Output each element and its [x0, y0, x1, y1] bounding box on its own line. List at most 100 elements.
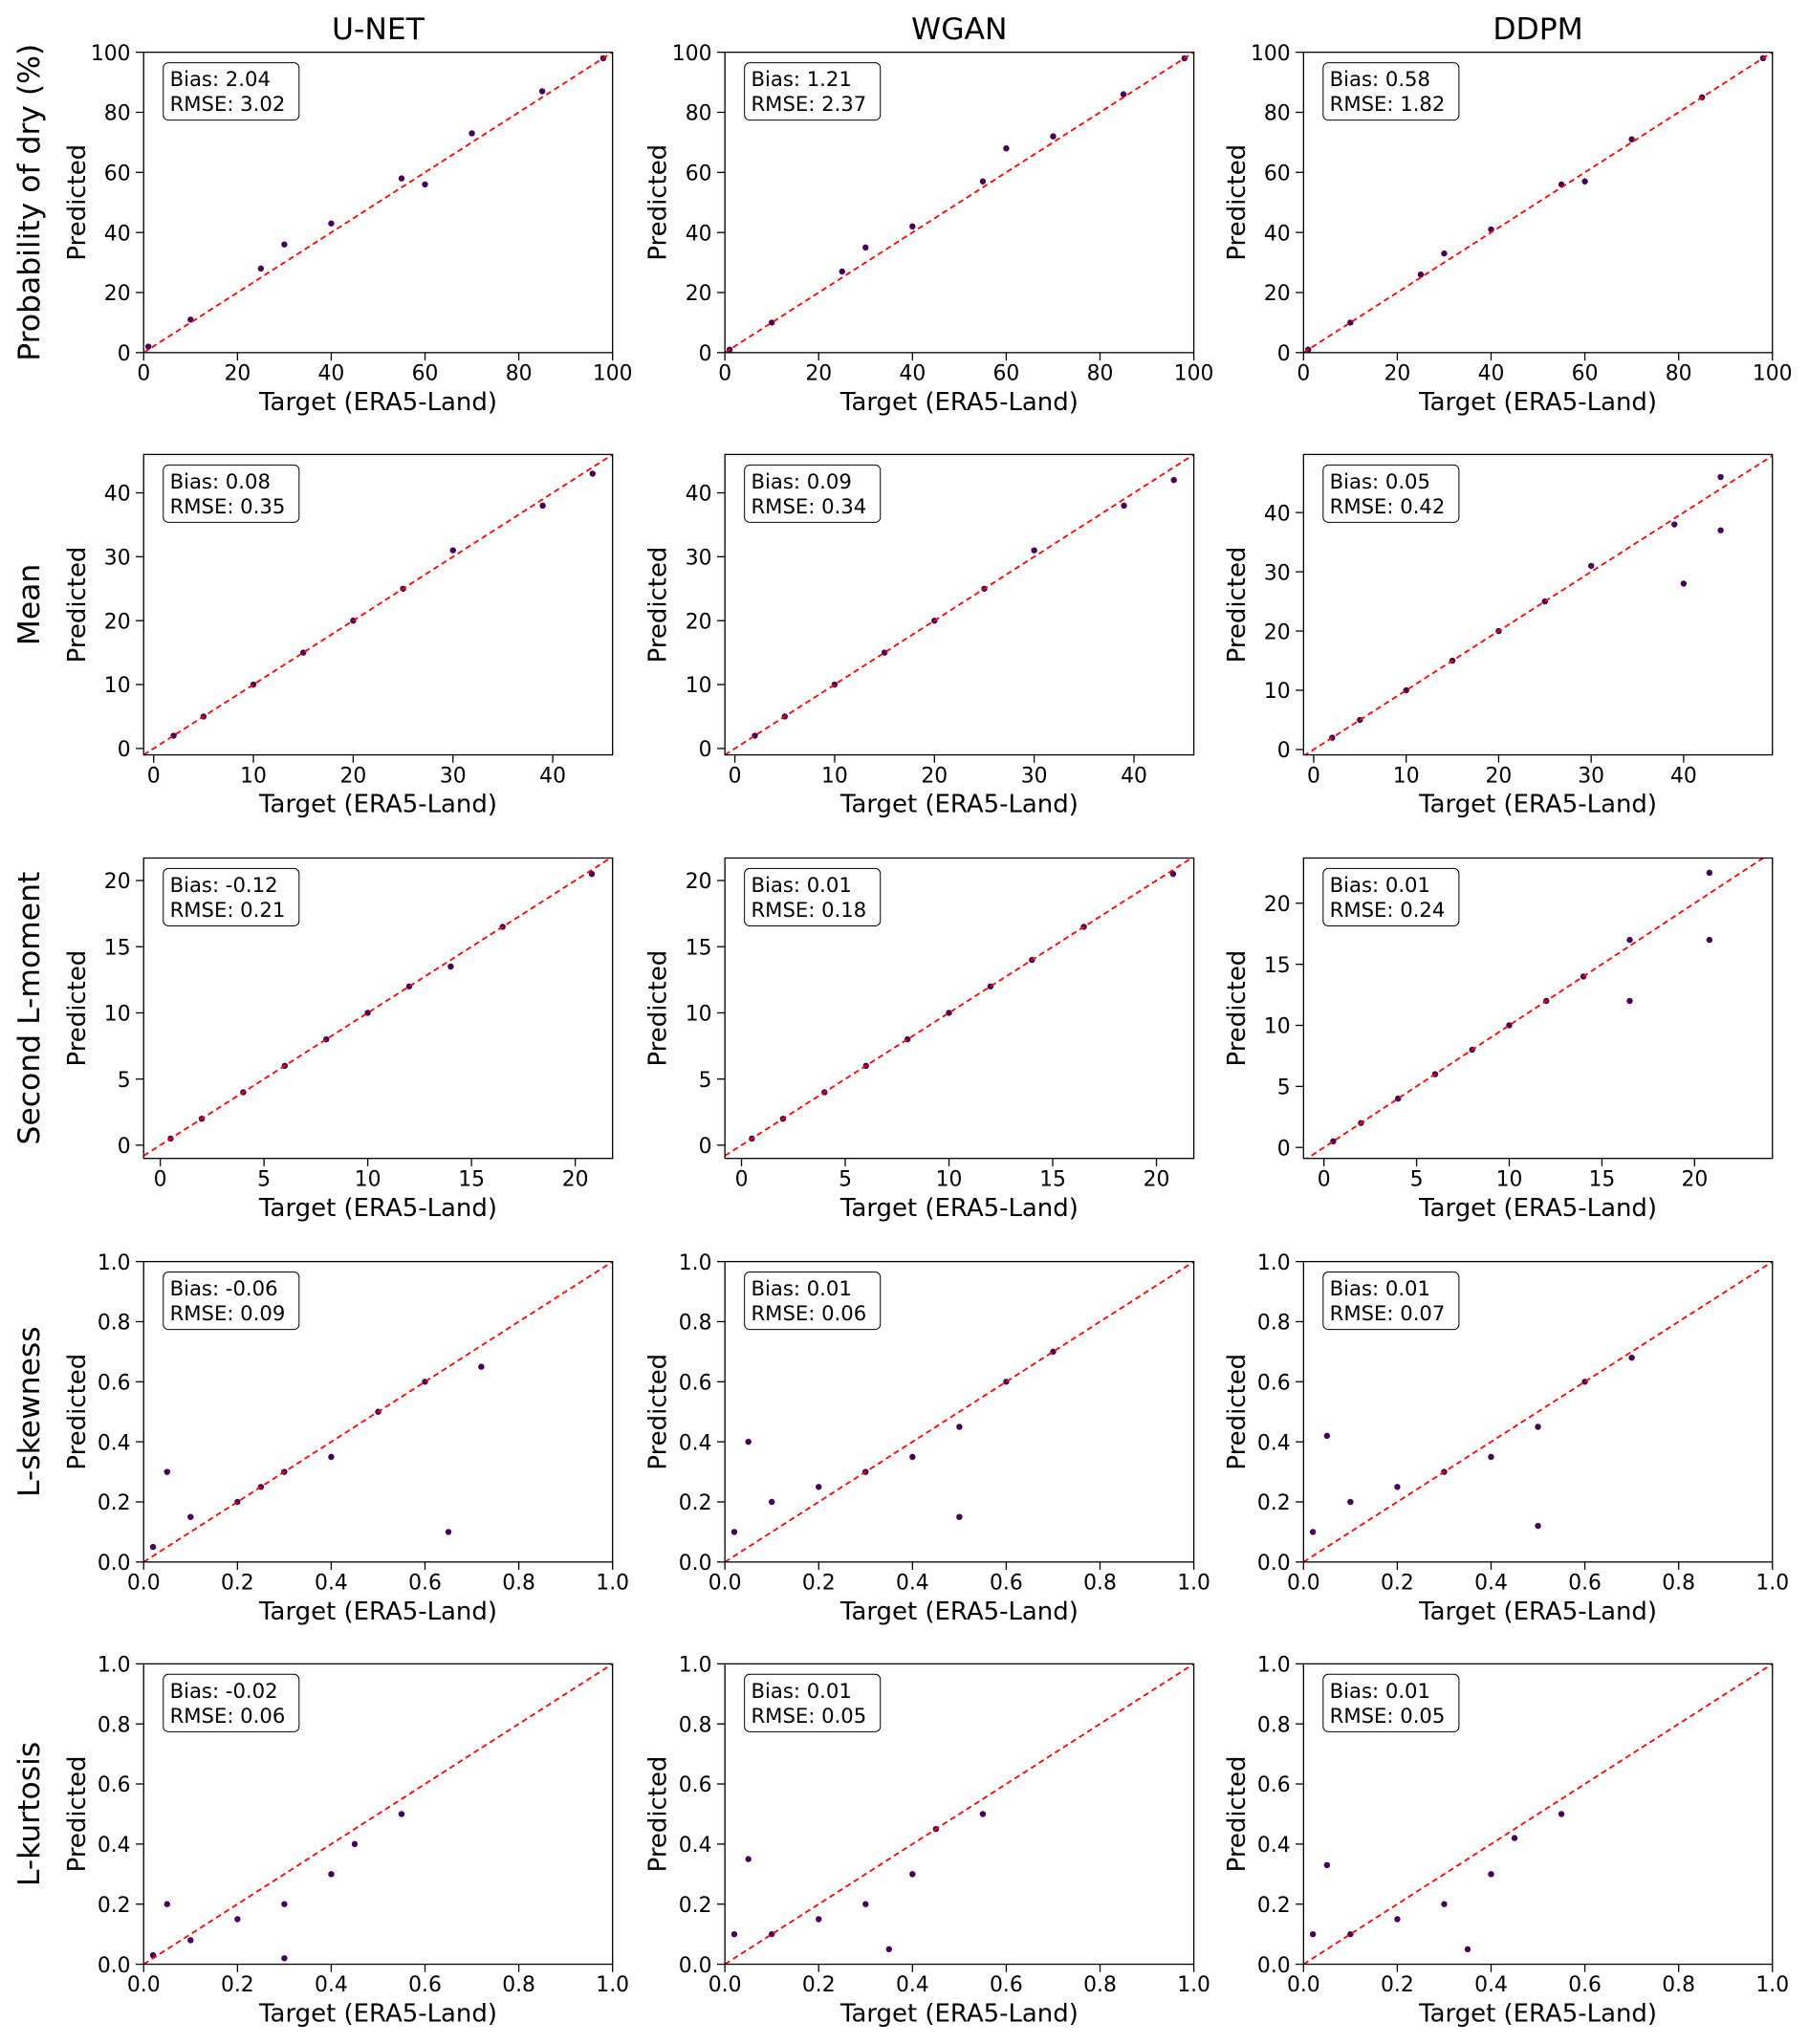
scatter-point: [885, 1946, 893, 1953]
x-tick-label: 20: [1384, 362, 1411, 386]
x-tick-label: 0.6: [408, 1973, 442, 1997]
scatter-point: [1394, 1484, 1401, 1490]
x-tick-label: 0.6: [1568, 1973, 1602, 1997]
x-tick-label: 10: [240, 764, 267, 788]
annotation-text: Bias: 0.05: [1330, 469, 1430, 493]
x-tick-label: 0.2: [221, 1973, 254, 1997]
y-tick-label: 15: [1264, 954, 1291, 978]
annotation-text: Bias: -0.12: [170, 873, 278, 897]
scatter-point: [979, 178, 987, 185]
scatter-point: [1581, 178, 1588, 185]
reference-line: [725, 52, 1194, 353]
x-tick-label: 15: [458, 1167, 485, 1191]
y-tick-label: 0: [1277, 1137, 1291, 1161]
y-tick-label: 0.0: [679, 1552, 712, 1576]
scatter-point: [281, 1901, 288, 1907]
scatter-point: [1441, 1901, 1448, 1907]
scatter-point: [1706, 869, 1713, 877]
y-tick-label: 0.8: [1257, 1312, 1291, 1336]
y-tick-label: 0.2: [98, 1491, 131, 1515]
x-tick-label: 0.2: [802, 1572, 836, 1596]
x-tick-label: 1.0: [596, 1572, 629, 1596]
x-tick-label: 20: [805, 362, 832, 386]
y-tick-label: 0.2: [679, 1894, 712, 1918]
annotation-text: RMSE: 0.35: [170, 494, 286, 518]
x-tick-label: 0.6: [990, 1973, 1023, 1997]
y-tick-label: 40: [686, 222, 712, 246]
scatter-point: [1671, 521, 1678, 528]
y-tick-label: 0: [1277, 739, 1291, 763]
scatter-point: [422, 181, 428, 188]
x-tick-label: 20: [921, 764, 948, 788]
annotation-box: [744, 1272, 882, 1331]
x-axis-label: Target (ERA5-Land): [1418, 2000, 1657, 2029]
annotation-text: Bias: 0.01: [1330, 873, 1430, 897]
x-tick-label: 20: [339, 764, 366, 788]
x-axis-label: Target (ERA5-Land): [839, 388, 1079, 417]
x-axis-label: Target (ERA5-Land): [839, 791, 1079, 819]
y-tick-label: 60: [104, 163, 131, 186]
annotation-text: RMSE: 1.82: [1330, 92, 1446, 116]
annotation-text: RMSE: 0.07: [1330, 1301, 1446, 1325]
annotation-text: RMSE: 3.02: [170, 92, 286, 116]
scatter-point: [144, 343, 152, 350]
scatter-point: [909, 223, 916, 230]
y-tick-label: 10: [104, 1003, 131, 1027]
reference-line: [1303, 454, 1773, 755]
annotation-text: Bias: 2.04: [170, 67, 271, 91]
x-tick-label: 0.0: [127, 1572, 161, 1596]
x-tick-label: 100: [593, 362, 633, 386]
x-tick-label: 0.8: [502, 1572, 535, 1596]
scatter-point: [745, 1438, 752, 1446]
y-tick-label: 5: [118, 1069, 131, 1093]
axes-frame: [1302, 1260, 1774, 1563]
y-axis-label: Predicted: [63, 1756, 92, 1873]
axes-frame: [1302, 453, 1774, 756]
x-tick-label: 0: [729, 764, 742, 788]
annotation-box: [163, 867, 300, 927]
y-tick-label: 0.8: [679, 1312, 712, 1336]
x-tick-label: 0.0: [1287, 1973, 1320, 1997]
y-tick-label: 0.8: [1257, 1713, 1291, 1737]
x-tick-label: 0: [154, 1167, 167, 1191]
scatter-point: [1169, 870, 1177, 878]
annotation-box: [1322, 1673, 1460, 1732]
reference-line: [1303, 1261, 1773, 1562]
scatter-point: [862, 244, 869, 251]
x-tick-label: 0.2: [802, 1973, 836, 1997]
axes-frame: [724, 51, 1195, 354]
x-tick-label: 10: [821, 764, 848, 788]
x-tick-label: 0.0: [708, 1572, 742, 1596]
x-tick-label: 0.4: [1474, 1572, 1508, 1596]
annotation-text: RMSE: 0.06: [751, 1301, 866, 1325]
axes-frame: [724, 1663, 1195, 1966]
scatter-point: [1394, 1916, 1401, 1923]
x-tick-label: 0.2: [221, 1572, 254, 1596]
y-tick-label: 0.8: [679, 1713, 712, 1737]
y-tick-label: 20: [686, 610, 712, 634]
reference-line: [143, 858, 613, 1157]
x-tick-label: 30: [1578, 764, 1604, 788]
y-tick-label: 40: [1264, 222, 1291, 246]
x-tick-label: 10: [936, 1167, 963, 1191]
scatter-point: [816, 1484, 822, 1490]
reference-line: [725, 1663, 1194, 1965]
column-title: U-NET: [332, 12, 425, 47]
row-label: Mean: [12, 564, 47, 646]
y-tick-label: 0.6: [679, 1371, 712, 1395]
annotation-box: [1322, 62, 1460, 121]
scatter-point: [257, 265, 265, 272]
x-tick-label: 0.0: [127, 1973, 161, 1997]
scatter-point: [730, 1930, 738, 1938]
y-tick-label: 15: [686, 936, 712, 960]
annotation-text: RMSE: 0.09: [170, 1301, 286, 1325]
scatter-point: [1347, 1498, 1354, 1506]
scatter-point: [538, 88, 546, 95]
y-tick-label: 10: [1264, 1015, 1291, 1039]
x-axis-label: Target (ERA5-Land): [258, 791, 497, 819]
x-tick-label: 0.0: [1287, 1572, 1320, 1596]
scatter-point: [445, 1529, 452, 1535]
y-axis-label: Predicted: [644, 1354, 673, 1470]
scatter-point: [1626, 997, 1633, 1005]
y-tick-label: 1.0: [98, 1654, 131, 1678]
